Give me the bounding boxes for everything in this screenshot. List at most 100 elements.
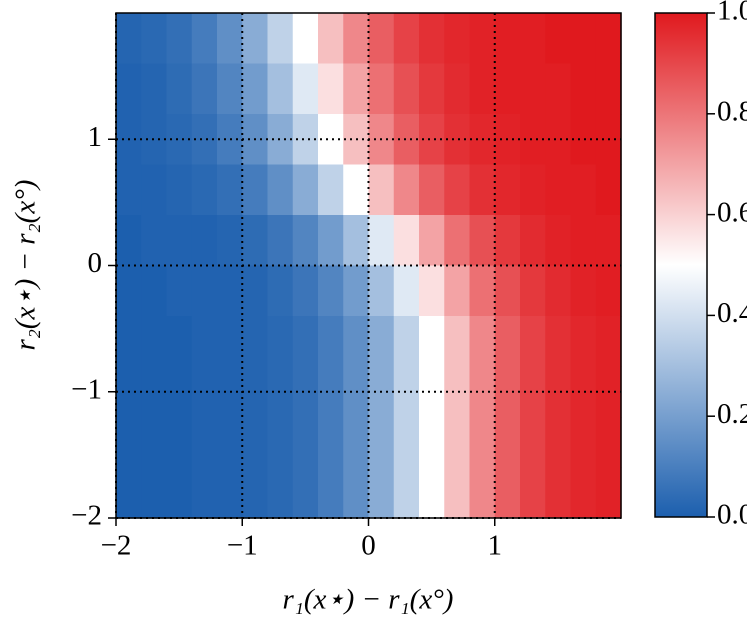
heat-cell [520,215,546,267]
heat-cell [191,467,218,519]
heat-cell [368,215,395,267]
plot-frame [115,12,622,519]
heat-cell [368,63,395,115]
heat-cell [368,467,395,519]
heat-cell [368,13,395,65]
heat-cell [141,13,168,65]
heat-cell [545,13,572,65]
heat-cell [116,467,142,519]
heat-cell [570,215,597,267]
heat-cell [419,467,445,519]
heat-cell [595,63,622,115]
heat-cell [368,316,395,368]
heat-cell [217,164,243,216]
heat-cell [116,316,142,368]
heat-cell [191,13,218,65]
heat-cell [292,164,319,216]
heat-cell [343,265,370,317]
heat-cell [217,467,243,519]
heat-cell [191,215,218,267]
heat-cell [242,13,269,65]
heat-cell [166,164,193,216]
heat-cell [141,164,168,216]
heat-cell [419,215,445,267]
heat-cell [242,164,269,216]
heat-cell [141,114,168,166]
heat-cell [419,316,445,368]
heat-cell [570,316,597,368]
heat-cell [595,13,622,65]
heat-cell [570,13,597,65]
heat-cell [217,215,243,267]
heat-cell [166,215,193,267]
x-tick-label: −1 [227,530,258,562]
heat-cell [116,13,142,65]
heat-cell [191,164,218,216]
colorbar-tick-label: 0.4 [717,297,747,329]
heat-cell [166,13,193,65]
heat-cell [444,316,471,368]
heat-cell [292,467,319,519]
heat-cell [393,164,420,216]
heat-cell [267,63,294,115]
heat-cell [318,265,344,317]
heat-cell [141,316,168,368]
x-axis-label: r₁(x⋆) − r₁(x°) [283,584,454,616]
y-tick-label: 1 [88,121,103,153]
heat-cell [318,63,344,115]
heat-cell [217,316,243,368]
heat-cell [570,63,597,115]
y-tick-label: −1 [71,373,102,405]
heat-cell [595,417,622,469]
heat-cell [444,13,471,65]
heat-cell [545,417,572,469]
heat-cell [595,215,622,267]
heat-cell [595,164,622,216]
x-tick-label: −2 [101,530,132,562]
heat-cell [545,164,572,216]
heat-cell [494,63,521,115]
heat-cell [545,467,572,519]
heat-cell [166,316,193,368]
heat-cell [141,467,168,519]
heat-cell [494,265,521,317]
heat-cell [242,316,269,368]
heat-cell [393,316,420,368]
heat-cell [116,215,142,267]
heat-cell [292,215,319,267]
heat-cell [292,265,319,317]
heat-cell [469,215,496,267]
heat-cell [595,467,622,519]
heat-cell [242,417,269,469]
heat-cell [393,13,420,65]
heat-cell [267,467,294,519]
y-tick-label: 0 [88,247,103,279]
heat-cell [267,114,294,166]
heat-cell [494,417,521,469]
heat-cell [242,215,269,267]
heat-cell [520,63,546,115]
heat-cell [292,316,319,368]
heat-cell [116,265,142,317]
heat-cell [116,164,142,216]
heat-cell [444,417,471,469]
heat-cell [545,215,572,267]
heat-cell [292,417,319,469]
heat-cell [343,467,370,519]
heat-cell [217,265,243,317]
heat-cell [494,316,521,368]
heat-cell [444,215,471,267]
heat-cell [217,417,243,469]
heat-cell [570,467,597,519]
heat-cell [343,63,370,115]
heat-cell [141,215,168,267]
heat-cell [141,366,168,418]
heat-cell [444,366,471,418]
heat-cell [494,215,521,267]
heat-cell [419,417,445,469]
colorbar-tick-label: 0.6 [717,196,747,228]
heat-cell [520,316,546,368]
heat-cell [444,164,471,216]
heat-cell [267,265,294,317]
